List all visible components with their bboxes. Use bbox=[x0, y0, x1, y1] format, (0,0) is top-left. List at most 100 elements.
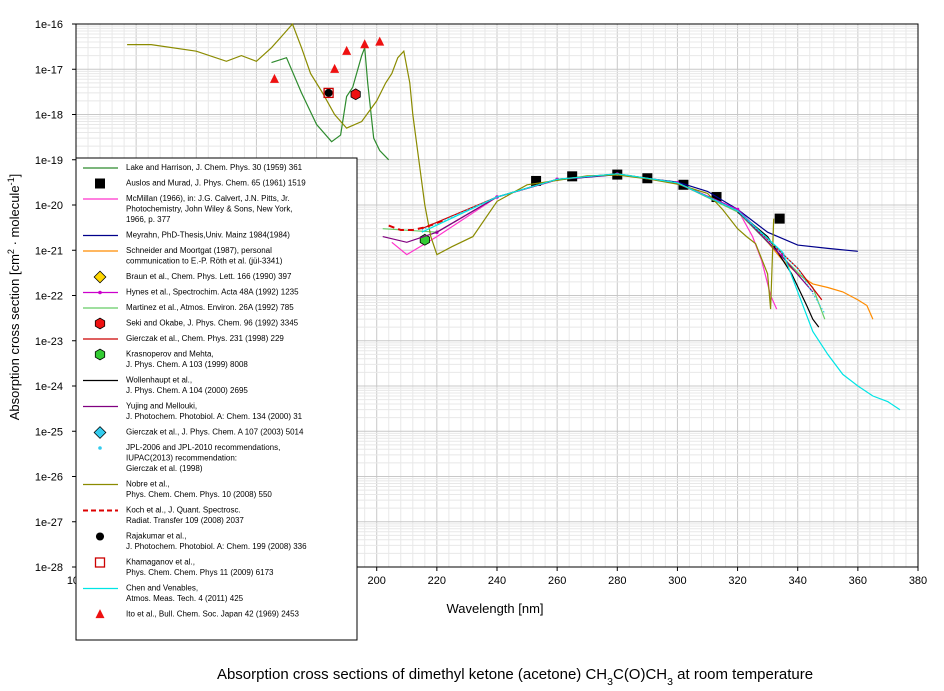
series-layer bbox=[127, 22, 901, 411]
data-point bbox=[375, 36, 385, 46]
x-tick-label: 360 bbox=[849, 575, 867, 587]
legend-label: Gierczak et al. (1998) bbox=[126, 464, 203, 473]
legend-label: Phys. Chem. Chem. Phys 11 (2009) 6173 bbox=[126, 568, 274, 577]
legend-entry: Gierczak et al., Chem. Phys. 231 (1998) … bbox=[83, 334, 284, 343]
legend-label: IUPAC(2013) recommendation: bbox=[126, 454, 237, 463]
legend-entry: Ito et al., Bull. Chem. Soc. Japan 42 (1… bbox=[95, 609, 300, 619]
legend-label: Krasnoperov and Mehta, bbox=[126, 350, 214, 359]
legend-entry: Seki and Okabe, J. Phys. Chem. 96 (1992)… bbox=[94, 317, 299, 330]
data-point bbox=[324, 88, 333, 97]
legend-label: J. Photochem. Photobiol. A: Chem. 134 (2… bbox=[126, 412, 303, 421]
legend-label: J. Phys. Chem. A 103 (1999) 8008 bbox=[126, 360, 248, 369]
series-14 bbox=[421, 173, 826, 314]
legend-entry: Gierczak et al., J. Phys. Chem. A 107 (2… bbox=[93, 426, 304, 439]
x-tick-label: 280 bbox=[608, 575, 626, 587]
legend-entry: Rajakumar et al.,J. Photochem. Photobiol… bbox=[95, 532, 307, 551]
legend-label: Gierczak et al., J. Phys. Chem. A 107 (2… bbox=[126, 428, 304, 437]
series-19 bbox=[421, 173, 901, 411]
x-tick-label: 220 bbox=[428, 575, 446, 587]
legend-label: Seki and Okabe, J. Phys. Chem. 96 (1992)… bbox=[126, 319, 299, 328]
data-point bbox=[323, 87, 334, 99]
legend-entry: Schneider and Moortgat (1987), personal c… bbox=[83, 246, 283, 266]
series-line bbox=[737, 211, 820, 328]
data-point bbox=[330, 63, 340, 73]
legend-entry: Meyrahn, PhD-Thesis,Univ. Mainz 1984(198… bbox=[83, 231, 290, 240]
series-17 bbox=[324, 88, 333, 97]
legend-label: Radiat. Transfer 109 (2008) 2037 bbox=[126, 516, 244, 525]
legend-label: JPL-2006 and JPL-2010 recommendations, bbox=[126, 443, 280, 452]
series-4 bbox=[737, 208, 874, 320]
legend-entry: Wollenhaupt et al.,J. Phys. Chem. A 104 … bbox=[83, 376, 248, 395]
legend-label: Chen and Venables, bbox=[126, 584, 198, 593]
series-line bbox=[421, 173, 826, 314]
y-tick-label: 1e-19 bbox=[35, 155, 63, 167]
data-point bbox=[360, 39, 370, 49]
series-15 bbox=[127, 22, 775, 310]
legend-label: Atmos. Meas. Tech. 4 (2011) 425 bbox=[126, 594, 244, 603]
legend-label: Koch et al., J. Quant. Spectrosc. bbox=[126, 506, 241, 515]
legend-entry: Koch et al., J. Quant. Spectrosc.Radiat.… bbox=[83, 506, 244, 525]
x-tick-label: 260 bbox=[548, 575, 566, 587]
legend-label: Photochemistry, John Wiley & Sons, New Y… bbox=[126, 205, 293, 214]
legend-symbol bbox=[93, 270, 107, 284]
legend-symbol bbox=[95, 609, 105, 619]
y-tick-label: 1e-18 bbox=[35, 110, 63, 122]
legend-label: J. Photochem. Photobiol. A: Chem. 199 (2… bbox=[126, 542, 307, 551]
series-20 bbox=[269, 36, 385, 83]
series-line bbox=[388, 219, 444, 231]
series-line bbox=[271, 47, 390, 161]
data-point bbox=[350, 88, 361, 101]
y-tick-label: 1e-17 bbox=[35, 64, 63, 76]
y-tick-labels: 1e-16 1e-17 1e-18 1e-19 1e-20 1e-21 1e-22 1e-23… bbox=[35, 19, 76, 574]
legend-symbol bbox=[94, 557, 106, 568]
legend-label: Yujing and Mellouki, bbox=[126, 402, 197, 411]
legend-label: Braun et al., Chem. Phys. Lett. 166 (199… bbox=[126, 272, 292, 281]
x-tick-label: 380 bbox=[909, 575, 927, 587]
legend-entry: McMillan (1966), in: J.G. Calvert, J.N. … bbox=[83, 194, 293, 224]
legend-label: Martinez et al., Atmos. Environ. 26A (19… bbox=[126, 303, 294, 312]
data-point bbox=[269, 73, 279, 83]
series-0 bbox=[271, 47, 390, 161]
legend-entry: Martinez et al., Atmos. Environ. 26A (19… bbox=[83, 303, 294, 312]
legend-label: Rajakumar et al., bbox=[126, 532, 186, 541]
legend-box bbox=[75, 157, 358, 641]
legend-symbol bbox=[98, 290, 102, 295]
y-tick-label: 1e-16 bbox=[35, 19, 63, 31]
series-8 bbox=[350, 88, 361, 101]
legend-symbol bbox=[98, 446, 102, 450]
y-tick-label: 1e-25 bbox=[35, 426, 63, 438]
y-tick-label: 1e-24 bbox=[35, 381, 63, 393]
data-point bbox=[342, 45, 352, 55]
legend-label: Schneider and Moortgat (1987), personal bbox=[126, 246, 272, 255]
y-axis-label: Absorption cross section [cm2 · molecule… bbox=[6, 174, 22, 421]
legend-entry: Auslos and Murad, J. Phys. Chem. 65 (196… bbox=[95, 178, 306, 189]
x-tick-label: 200 bbox=[368, 575, 386, 587]
legend-symbol bbox=[93, 426, 107, 439]
legend-label: Khamaganov et al., bbox=[126, 558, 195, 567]
x-tick-label: 320 bbox=[728, 575, 746, 587]
series-line bbox=[421, 173, 901, 411]
x-tick-label: 300 bbox=[668, 575, 686, 587]
data-point bbox=[774, 213, 785, 224]
legend-entry: Braun et al., Chem. Phys. Lett. 166 (199… bbox=[93, 270, 292, 284]
x-tick-label: 240 bbox=[488, 575, 506, 587]
legend-label: Wollenhaupt et al., bbox=[126, 376, 192, 385]
legend-label: Lake and Harrison, J. Chem. Phys. 30 (19… bbox=[126, 163, 303, 172]
x-tick-label: 340 bbox=[789, 575, 807, 587]
legend-label: communication to E.-P. Röth et al. (jül-… bbox=[126, 257, 283, 266]
series-3 bbox=[557, 173, 858, 252]
series-16 bbox=[388, 219, 444, 231]
legend-label: Hynes et al., Spectrochim. Acta 48A (199… bbox=[126, 288, 299, 297]
data-point bbox=[567, 171, 578, 182]
legend-label: 1966, p. 377 bbox=[126, 215, 171, 224]
legend-label: Ito et al., Bull. Chem. Soc. Japan 42 (1… bbox=[126, 610, 300, 619]
legend-label: Meyrahn, PhD-Thesis,Univ. Mainz 1984(198… bbox=[126, 231, 290, 240]
legend-entry: Hynes et al., Spectrochim. Acta 48A (199… bbox=[83, 288, 299, 297]
legend-label: McMillan (1966), in: J.G. Calvert, J.N. … bbox=[126, 194, 290, 203]
legend-label: Gierczak et al., Chem. Phys. 231 (1998) … bbox=[126, 334, 284, 343]
legend-entry: JPL-2006 and JPL-2010 recommendations, IU… bbox=[98, 443, 280, 473]
legend-label: Auslos and Murad, J. Phys. Chem. 65 (196… bbox=[126, 179, 306, 188]
series-11 bbox=[737, 211, 820, 328]
legend-symbol bbox=[94, 348, 106, 361]
legend-symbol bbox=[95, 532, 105, 541]
